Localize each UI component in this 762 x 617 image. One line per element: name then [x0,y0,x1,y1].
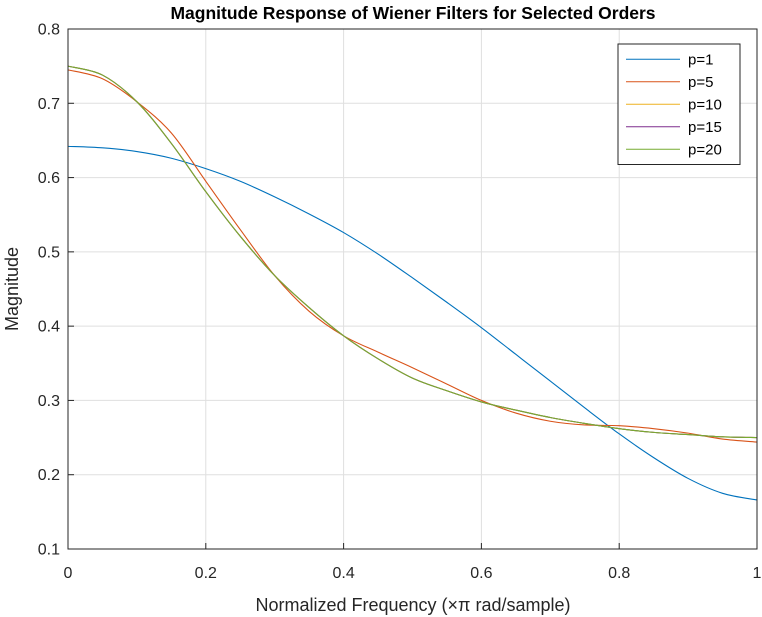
y-tick-label: 0.4 [38,319,60,336]
y-tick-label: 0.8 [38,22,60,39]
y-tick-label: 0.7 [38,96,60,113]
plot-area-frame [67,28,758,550]
y-tick-label: 0.1 [38,542,60,559]
y-axis-label: Magnitude [2,247,22,331]
x-tick-label: 0.6 [470,565,492,582]
x-tick-label: 0.8 [608,565,630,582]
series-line-2 [67,69,758,443]
y-tick-label: 0.3 [38,393,60,410]
y-tick-label: 0.2 [38,467,60,484]
legend-entry-label: p=1 [688,51,713,68]
x-tick-label: 0.4 [332,565,354,582]
x-tick-label: 0 [64,565,73,582]
series-line-5 [67,65,758,439]
x-tick-label: 0.2 [195,565,217,582]
y-tick-label: 0.5 [38,244,60,261]
x-axis-label: Normalized Frequency (×π rad/sample) [255,595,570,615]
y-tick-label: 0.6 [38,170,60,187]
legend-entry-label: p=15 [688,119,722,136]
series-line-1 [67,145,758,501]
y-tick-labels: 0.1 0.2 0.3 0.4 0.5 0.6 0.7 0.8 [38,22,60,559]
x-tick-label: 1 [753,565,762,582]
legend-entry-label: p=20 [688,141,722,158]
series-lines [67,65,758,501]
legend: p=1 p=5 p=10 p=15 p=20 [617,43,741,165]
chart-title: Magnitude Response of Wiener Filters for… [170,3,655,23]
legend-entry-label: p=10 [688,96,722,113]
legend-entry-label: p=5 [688,74,713,91]
x-tick-labels: 0 0.2 0.4 0.6 0.8 1 [64,565,762,582]
